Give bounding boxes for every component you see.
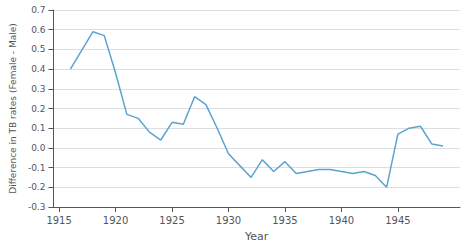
svg-text:0.3: 0.3 [31, 84, 45, 94]
svg-text:1935: 1935 [272, 215, 297, 226]
svg-text:1930: 1930 [216, 215, 241, 226]
svg-text:0.5: 0.5 [31, 44, 45, 54]
svg-text:Year: Year [244, 230, 269, 243]
svg-text:-0.2: -0.2 [28, 182, 46, 192]
svg-text:0.4: 0.4 [31, 64, 46, 74]
svg-text:Difference in TB rates (Female: Difference in TB rates (Female - Male) [8, 23, 18, 194]
svg-text:0.2: 0.2 [31, 104, 45, 114]
svg-text:0.1: 0.1 [31, 123, 45, 133]
svg-text:1925: 1925 [159, 215, 184, 226]
svg-text:1920: 1920 [103, 215, 128, 226]
svg-text:1915: 1915 [46, 215, 71, 226]
svg-text:0.6: 0.6 [31, 25, 46, 35]
svg-text:-0.3: -0.3 [28, 202, 46, 212]
svg-text:1945: 1945 [385, 215, 410, 226]
svg-text:-0.1: -0.1 [28, 163, 46, 173]
svg-text:0.7: 0.7 [31, 5, 45, 15]
svg-text:1940: 1940 [329, 215, 354, 226]
svg-text:0.0: 0.0 [31, 143, 46, 153]
